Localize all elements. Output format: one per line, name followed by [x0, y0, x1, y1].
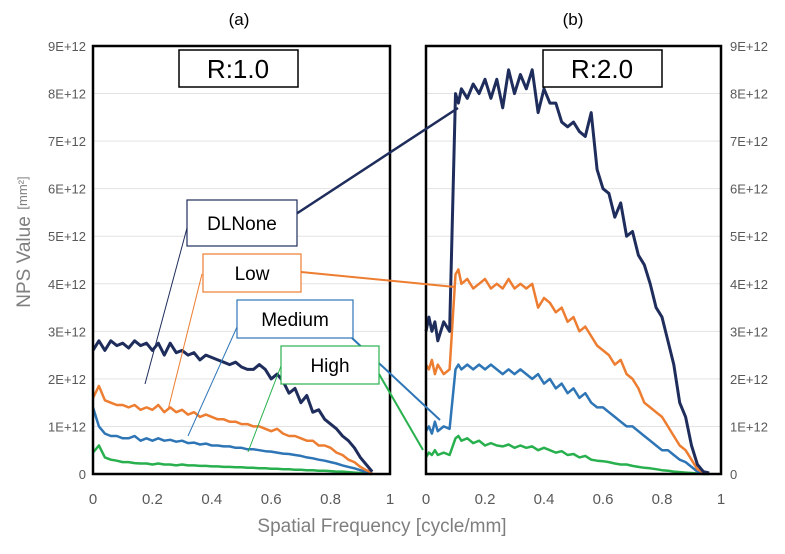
- panel-b-y-tick-label: 4E+12: [730, 277, 768, 292]
- y-axis-title: NPS Value: [14, 216, 35, 308]
- dlnone-leader-b: [295, 106, 459, 216]
- panel-b-label: (b): [563, 10, 584, 29]
- panel-a-label: (a): [229, 10, 250, 29]
- panel-a-y-tick-label: 7E+12: [48, 134, 86, 149]
- panel-b-y-tick-label: 3E+12: [730, 324, 768, 339]
- panel-a-y-tick-label: 8E+12: [48, 87, 86, 102]
- callout-dlnone: DLNone: [186, 199, 298, 247]
- callout-low-label: Low: [235, 264, 270, 285]
- panel-b-series-dlnone: [424, 68, 710, 475]
- panel-b-x-tick-label: 0.2: [475, 491, 496, 508]
- callout-high: High: [280, 345, 380, 385]
- panel-b-frame: [424, 44, 723, 476]
- panel-a-y-tick-label: 6E+12: [48, 182, 86, 197]
- panel-b-gridlines: [426, 93, 721, 427]
- panel-a-series-medium: [91, 407, 373, 475]
- y-axis-unit: [mm²]: [15, 176, 30, 209]
- panel-a-x-tick-label: 0.6: [261, 491, 282, 508]
- panel-b-series-medium: [424, 363, 710, 475]
- panel-b-title-box: [542, 49, 663, 88]
- panel-b-y-tick-label: 5E+12: [730, 229, 768, 244]
- panel-b-x-tick-label: 0.4: [534, 491, 555, 508]
- callout-medium: Medium: [236, 299, 354, 339]
- high-leader-b: [378, 373, 424, 451]
- panel-b-x-ticks: 0 0.2 0.4 0.6 0.8 1: [422, 491, 725, 508]
- x-axis-title: Spatial Frequency [cycle/mm]: [257, 516, 506, 537]
- callout-high-label: High: [310, 356, 349, 377]
- panel-a-y-tick-label: 4E+12: [48, 277, 86, 292]
- panel-a-y-tick-label: 2E+12: [48, 372, 86, 387]
- panel-a-y-tick-label: 1E+12: [48, 419, 86, 434]
- panel-a-x-tick-label: 0.8: [320, 491, 341, 508]
- panel-b-title: R:2.0: [571, 54, 633, 84]
- callout-low: Low: [202, 253, 302, 293]
- panel-a-frame: [91, 44, 392, 476]
- low-leader-a: [167, 273, 203, 411]
- panel-a-title-box: [178, 49, 299, 88]
- panel-b-y-ticks: 0 1E+12 2E+12 3E+12 4E+12 5E+12 6E+12 7E+12 8E+1…: [730, 39, 768, 482]
- panel-b-series-high: [424, 434, 710, 476]
- panel-b: (b) 0 1E+12 2E+12 3E+12 4E+12 5E+12 6E+12 7E+12…: [422, 10, 768, 508]
- panel-b-x-tick-label: 1: [717, 491, 725, 508]
- callout-dlnone-box: [186, 199, 298, 247]
- panel-a-y-tick-label: 9E+12: [48, 39, 86, 54]
- high-leader-a: [247, 365, 282, 453]
- panel-a-series-high: [92, 444, 373, 476]
- panel-b-y-tick-label: 8E+12: [730, 87, 768, 102]
- callout-medium-label: Medium: [261, 310, 329, 331]
- panel-a-series-low: [91, 384, 373, 474]
- low-leader-b: [300, 271, 456, 288]
- panel-a-y-ticks: 0 1E+12 2E+12 3E+12 4E+12 5E+12 6E+12 7E+12 8E+1…: [48, 39, 86, 482]
- panel-a-y-tick-label: 0: [79, 467, 86, 482]
- panel-b-y-tick-label: 1E+12: [730, 419, 768, 434]
- panel-b-x-tick-label: 0.8: [652, 491, 673, 508]
- panel-a-x-tick-label: 0: [89, 491, 97, 508]
- panel-a-x-ticks: 0 0.2 0.4 0.6 0.8 1: [89, 491, 394, 508]
- panel-b-x-tick-label: 0: [422, 491, 430, 508]
- panel-b-series-low: [424, 268, 710, 475]
- panel-a-x-tick-label: 0.2: [142, 491, 163, 508]
- callout-dlnone-label: DLNone: [207, 214, 277, 235]
- dlnone-leader-a: [144, 227, 188, 385]
- callout-high-box: [280, 345, 380, 385]
- panel-a-series-dlnone: [91, 339, 374, 473]
- callout-medium-box: [236, 299, 354, 339]
- panel-a-title: R:1.0: [207, 54, 269, 84]
- panel-a-y-tick-label: 5E+12: [48, 229, 86, 244]
- panel-b-y-tick-label: 2E+12: [730, 372, 768, 387]
- callout-leaders: [144, 106, 459, 453]
- callout-low-box: [202, 253, 302, 293]
- panel-a-x-tick-label: 1: [386, 491, 394, 508]
- panel-b-y-tick-label: 7E+12: [730, 134, 768, 149]
- panel-b-y-tick-label: 0: [730, 467, 737, 482]
- panel-b-series: [424, 68, 710, 476]
- medium-leader-a: [187, 326, 238, 437]
- panel-b-y-tick-label: 6E+12: [730, 182, 768, 197]
- panel-b-x-tick-label: 0.6: [593, 491, 614, 508]
- panel-a-series: [91, 339, 374, 476]
- panel-b-y-tick-label: 9E+12: [730, 39, 768, 54]
- panel-a-x-tick-label: 0.4: [201, 491, 222, 508]
- panel-a-y-tick-label: 3E+12: [48, 324, 86, 339]
